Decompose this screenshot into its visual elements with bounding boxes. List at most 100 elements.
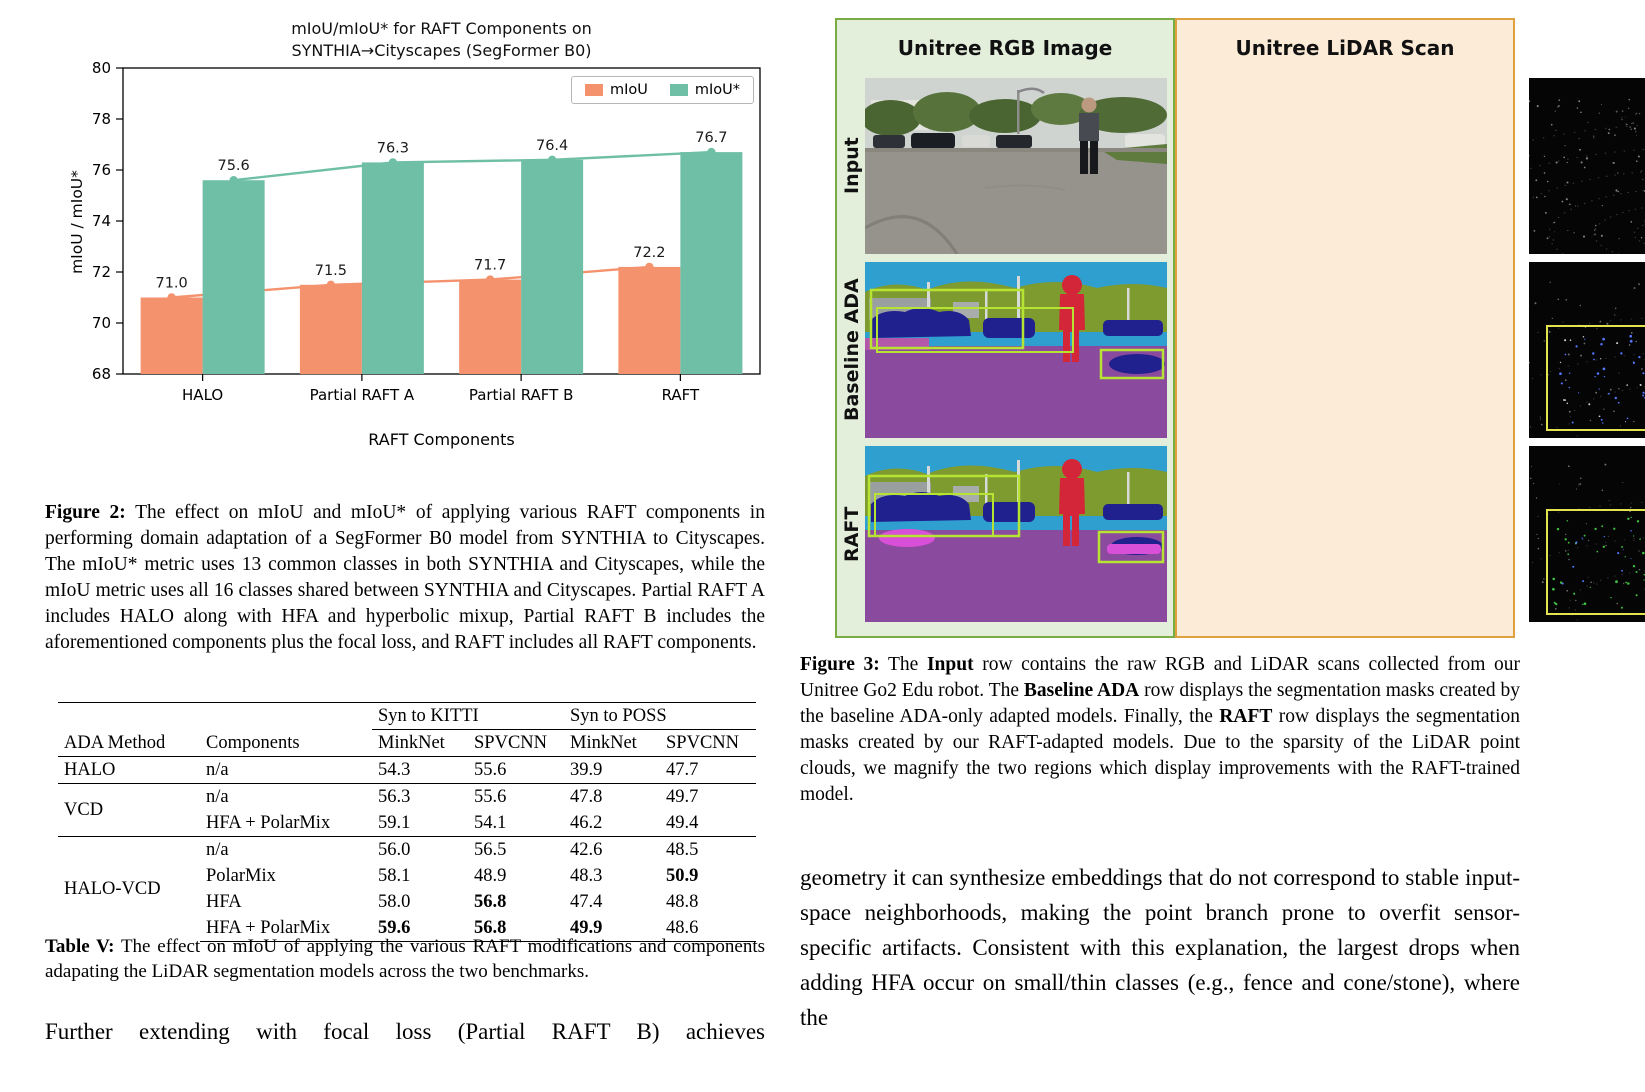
miou-value-cell: 49.4: [666, 813, 699, 833]
miou-legend-label: mIoU: [609, 82, 648, 98]
miou-value-cell: 47.7: [660, 756, 756, 784]
miou-value-cell: 56.0: [372, 836, 468, 863]
baseline-ada-segmentation-image: [865, 262, 1167, 438]
right-column-body-text: geometry it can synthesize embeddings th…: [800, 865, 1520, 1030]
miou-value-cell: 56.8: [468, 915, 564, 942]
table-span-header: Syn to POSS: [564, 702, 756, 730]
miou-value-cell: 54.1: [474, 813, 507, 833]
svg-text:Partial RAFT B: Partial RAFT B: [469, 386, 574, 404]
miou-value-cell: 58.1: [378, 866, 411, 886]
svg-text:72: 72: [92, 263, 111, 281]
table-span-header: Syn to KITTI: [372, 702, 564, 730]
row-label-baseline-ada: Baseline ADA: [841, 278, 863, 422]
miou-star-legend-label: mIoU*: [694, 82, 740, 98]
miou-value-cell: 48.9: [474, 866, 507, 886]
svg-text:HALO: HALO: [182, 386, 223, 404]
svg-text:74: 74: [92, 212, 111, 230]
magnify-boxes: [1546, 325, 1645, 431]
table-column-header: MinkNet: [372, 729, 468, 757]
svg-text:70: 70: [92, 314, 111, 332]
magnify-boxes: [1546, 509, 1645, 615]
miou-value-cell: 59.6: [372, 915, 468, 942]
chart-title-line1: mIoU/mIoU* for RAFT Components on: [291, 19, 592, 38]
rgb-panel: Unitree RGB Image Input Baseline ADA RAF…: [835, 18, 1175, 638]
components-cell: n/a: [200, 836, 372, 863]
figure-2-chart: 68 70 72 74 76 78 80 HALO Partial RAFT A Partial …: [45, 6, 765, 466]
table-row: HFA + PolarMix 59.6 56.8 49.9 48.6: [58, 915, 756, 942]
chart-legend: mIoU mIoU*: [570, 76, 754, 104]
ada-method-cell: HALO: [58, 756, 200, 784]
chart-x-axis-label: RAFT Components: [368, 430, 515, 449]
miou-value-cell: 55.6: [468, 756, 564, 784]
miou-bar-chart: 68 70 72 74 76 78 80 HALO Partial RAFT A Partial …: [92, 59, 761, 404]
svg-text:78: 78: [92, 110, 111, 128]
components-cell: n/a: [200, 756, 372, 784]
miou-value-cell: 47.4: [570, 892, 603, 912]
table-row: HALO-VCD n/a 56.0 56.5 42.6 48.5: [58, 836, 756, 942]
svg-text:76.4: 76.4: [536, 138, 568, 154]
table-column-header: SPVCNN: [660, 729, 756, 757]
miou-value-cell: 42.6: [564, 836, 660, 863]
row-label-raft: RAFT: [841, 506, 863, 562]
table-row: PolarMix 58.1 48.9 48.3 50.9: [58, 863, 756, 889]
miou-value-cell: 56.3: [372, 783, 468, 810]
annotation-boxes: [867, 474, 1165, 564]
figure-2-caption: Figure 2: The effect on mIoU and mIoU* o…: [45, 502, 765, 653]
svg-text:RAFT: RAFT: [662, 386, 700, 404]
ada-method-cell: VCD: [58, 783, 200, 837]
miou-value-cell: 56.8: [474, 892, 507, 912]
input-lidar-image: [1529, 78, 1645, 254]
components-cell: HFA + PolarMix: [200, 915, 372, 942]
miou-value-cell: 39.9: [564, 756, 660, 784]
miou-star-swatch-icon: [669, 84, 688, 96]
table-row: HFA 58.0 56.8 47.4 48.8: [58, 889, 756, 915]
pedestrian-figure: [1079, 97, 1099, 174]
figure-3: Unitree RGB Image Input Baseline ADA RAF…: [835, 18, 1645, 638]
miou-value-cell: 48.6: [660, 915, 756, 942]
table-row: VCD n/a 56.3 55.6 47.8 49.7: [58, 783, 756, 837]
rgb-panel-header: Unitree RGB Image: [897, 36, 1113, 60]
svg-text:80: 80: [92, 59, 111, 77]
miou-swatch-icon: [584, 84, 603, 96]
raft-segmentation-image: [865, 446, 1167, 622]
lidar-panel: Unitree LiDAR Scan: [1175, 18, 1645, 638]
svg-text:71.5: 71.5: [315, 263, 347, 279]
table-v-caption: Table V: The effect on mIoU of applying …: [45, 936, 765, 982]
components-cell: HFA: [206, 892, 242, 912]
miou-value-cell: 48.3: [570, 866, 603, 886]
left-column-body-text: Further extending with focal loss (Parti…: [45, 1019, 765, 1044]
ada-method-cell: HALO-VCD: [58, 836, 200, 942]
miou-value-cell: 50.9: [666, 866, 699, 886]
table-column-header: MinkNet: [564, 729, 660, 757]
svg-text:72.2: 72.2: [633, 245, 665, 261]
svg-text:68: 68: [92, 365, 111, 383]
raft-lidar-image: [1529, 446, 1645, 622]
figure-3-caption: Figure 3: The Input row contains the raw…: [800, 654, 1520, 805]
chart-title-line2: SYNTHIA→Cityscapes (SegFormer B0): [291, 41, 592, 60]
components-cell: n/a: [200, 783, 372, 810]
chart-title: mIoU/mIoU* for RAFT Components on SYNTHI…: [123, 18, 760, 62]
row-label-input: Input: [841, 137, 863, 195]
svg-text:76: 76: [92, 161, 111, 179]
miou-value-cell: 48.8: [666, 892, 699, 912]
chart-y-axis-label: mIoU / mIoU*: [68, 170, 86, 274]
table-column-header: SPVCNN: [468, 729, 564, 757]
svg-text:76.3: 76.3: [377, 140, 409, 156]
miou-value-cell: 56.5: [468, 836, 564, 863]
person-mask: [1059, 459, 1085, 546]
svg-text:76.7: 76.7: [695, 130, 727, 146]
svg-text:75.6: 75.6: [217, 158, 249, 174]
svg-text:Partial RAFT A: Partial RAFT A: [310, 386, 415, 404]
baseline-lidar-image: [1529, 262, 1645, 438]
miou-value-cell: 54.3: [372, 756, 468, 784]
svg-text:71.7: 71.7: [474, 258, 506, 274]
miou-value-cell: 59.1: [378, 813, 411, 833]
miou-value-cell: 49.7: [660, 783, 756, 810]
miou-value-cell: 58.0: [378, 892, 411, 912]
table-column-header: Components: [200, 729, 372, 757]
miou-value-cell: 47.8: [564, 783, 660, 810]
legend-item-miou-star: mIoU*: [669, 82, 740, 98]
miou-value-cell: 55.6: [468, 783, 564, 810]
table-row: HALO n/a 54.3 55.6 39.9 47.7: [58, 756, 756, 784]
miou-value-cell: 46.2: [570, 813, 603, 833]
